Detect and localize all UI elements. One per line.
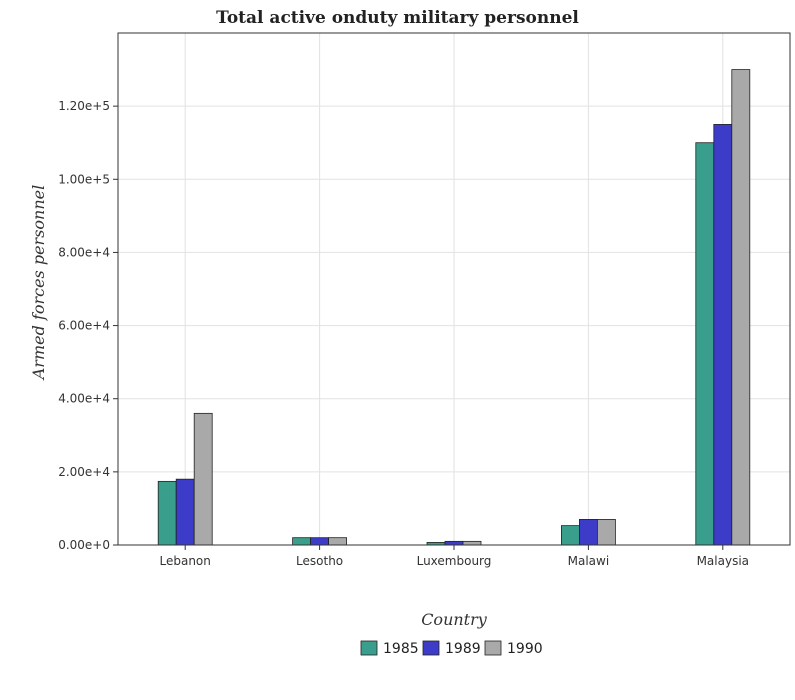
legend-label-1990: 1990	[507, 641, 543, 657]
y-tick-label: 1.00e+5	[58, 172, 110, 186]
bar-lebanon-1985	[157, 480, 177, 546]
legend-swatch-1990	[484, 640, 502, 656]
bar-lebanon-1990	[193, 412, 213, 546]
y-tick-label: 0.00e+0	[58, 538, 110, 552]
bar-lesotho-1989	[310, 537, 330, 546]
y-axis-label: Armed forces personnel	[29, 185, 48, 382]
y-tick-label: 1.20e+5	[58, 99, 110, 113]
bar-malaysia-1990	[731, 69, 751, 546]
bar-lebanon-1989	[175, 478, 195, 546]
x-tick-label: Luxembourg	[417, 554, 492, 568]
plot-frame	[117, 32, 791, 546]
bar-malaysia-1989	[713, 124, 733, 546]
bar-lesotho-1990	[328, 537, 348, 546]
tick-labels: 0.00e+0 2.00e+4 4.00e+4 6.00e+4 8.00e+4 1.00e…	[58, 99, 749, 568]
y-tick-label: 2.00e+4	[58, 465, 110, 479]
legend-swatch-1985	[360, 640, 378, 656]
legend-label-1989: 1989	[445, 641, 481, 657]
bar-malawi-1989	[579, 519, 598, 546]
y-tick-label: 8.00e+4	[58, 245, 110, 259]
legend: 1985 1989 1990	[360, 640, 543, 657]
legend-label-1985: 1985	[383, 641, 419, 657]
bar-malaysia-1985	[695, 142, 715, 546]
grid-lines	[118, 33, 790, 546]
x-axis-label: Country	[421, 610, 488, 629]
chart-title: Total active onduty military personnel	[216, 8, 579, 28]
bar-lesotho-1985	[292, 537, 312, 546]
bar-malawi-1985	[561, 525, 580, 546]
bar-luxembourg-1989	[444, 540, 464, 546]
x-tick-label: Lesotho	[296, 554, 343, 568]
x-tick-label: Lebanon	[160, 554, 211, 568]
y-tick-label: 6.00e+4	[58, 319, 110, 333]
x-tick-label: Malaysia	[697, 554, 749, 568]
axes	[113, 32, 791, 550]
y-tick-label: 4.00e+4	[58, 392, 110, 406]
bar-luxembourg-1990	[462, 540, 482, 546]
bars	[157, 69, 751, 546]
bar-malawi-1990	[597, 519, 616, 546]
legend-swatch-1989	[422, 640, 440, 656]
x-tick-label: Malawi	[568, 554, 610, 568]
